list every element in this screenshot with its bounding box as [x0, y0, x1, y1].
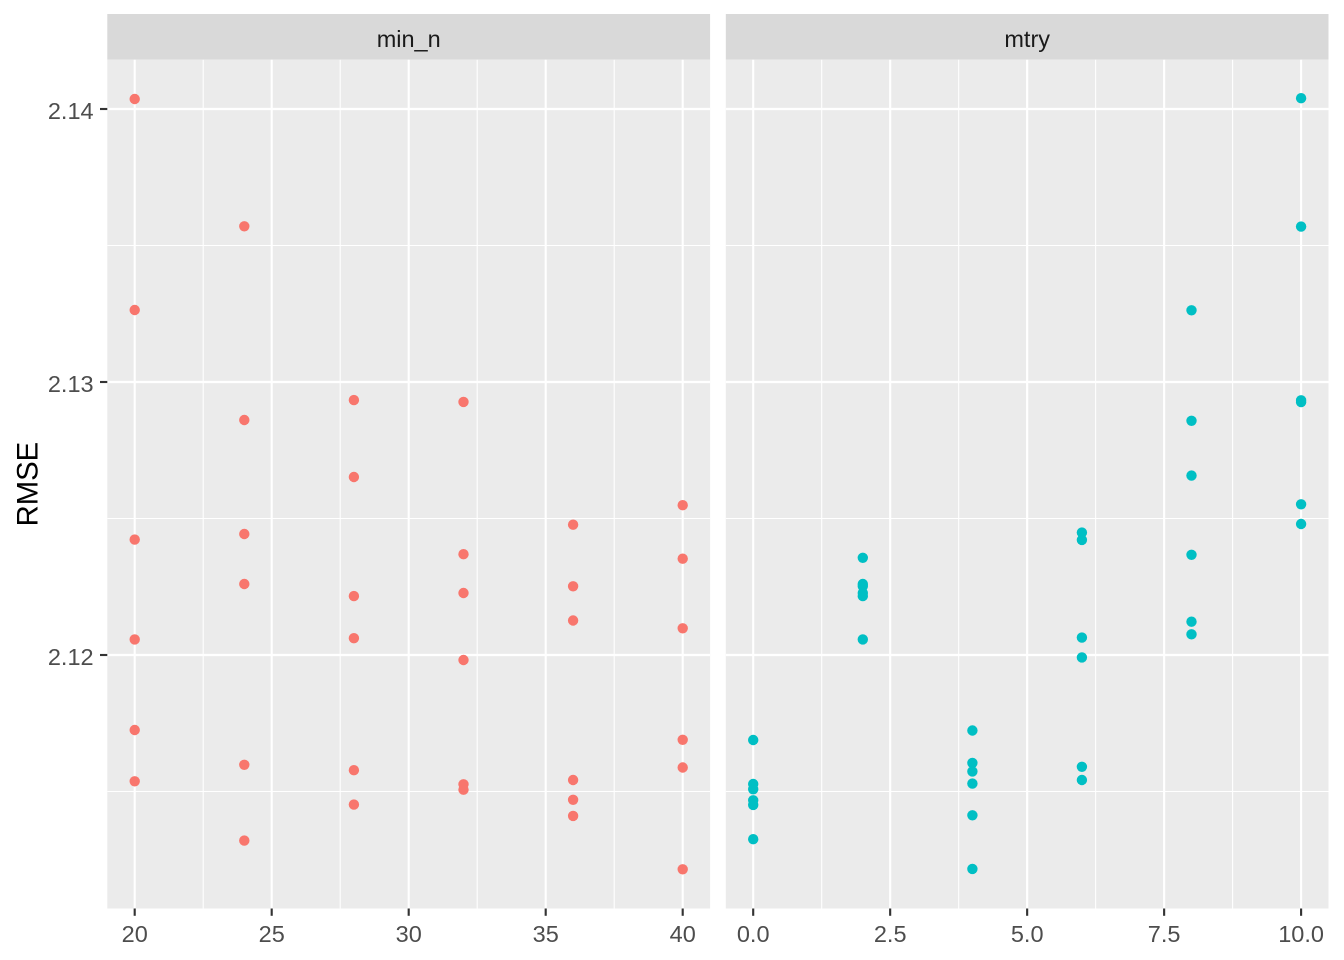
- svg-text:5.0: 5.0: [1011, 921, 1044, 947]
- svg-text:10.0: 10.0: [1278, 921, 1324, 947]
- svg-text:40: 40: [670, 921, 696, 947]
- svg-text:7.5: 7.5: [1148, 921, 1181, 947]
- svg-text:2.13: 2.13: [48, 371, 94, 397]
- svg-text:RMSE: RMSE: [12, 442, 45, 527]
- svg-text:2.14: 2.14: [48, 98, 94, 124]
- svg-text:20: 20: [122, 921, 148, 947]
- svg-text:min_n: min_n: [377, 26, 441, 52]
- svg-text:2.12: 2.12: [48, 644, 94, 670]
- svg-text:2.5: 2.5: [874, 921, 907, 947]
- svg-text:30: 30: [396, 921, 422, 947]
- svg-text:mtry: mtry: [1004, 26, 1050, 52]
- svg-text:25: 25: [259, 921, 285, 947]
- svg-text:0.0: 0.0: [737, 921, 770, 947]
- svg-text:35: 35: [533, 921, 559, 947]
